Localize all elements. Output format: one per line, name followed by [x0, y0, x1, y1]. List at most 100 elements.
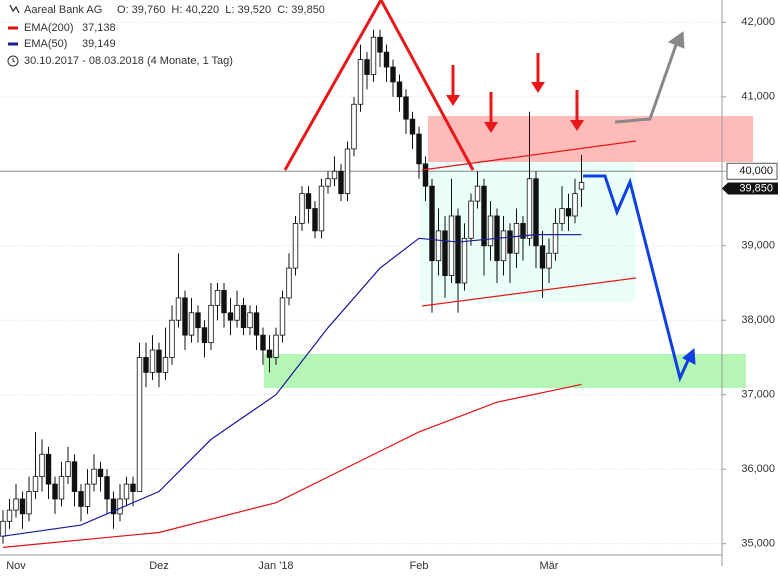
candle-body — [52, 483, 58, 500]
candle-body — [273, 334, 279, 358]
candle-body — [357, 59, 364, 105]
candle-body — [331, 170, 338, 180]
y-tick-label: 41,000 — [741, 91, 775, 103]
candle-body — [468, 200, 474, 239]
candle-body — [539, 245, 546, 269]
down-scenario — [583, 174, 692, 383]
candle-body — [305, 193, 312, 209]
candle-body — [390, 66, 396, 83]
price-line-label: 40,000 — [739, 165, 773, 177]
candle-body — [572, 193, 578, 217]
candle-body — [156, 349, 162, 373]
candle-body — [318, 185, 325, 232]
price-line-box — [726, 162, 778, 180]
y-tick-label: 37,000 — [741, 389, 775, 401]
candle-body — [78, 491, 84, 507]
legend-name: EMA(200) — [24, 22, 74, 34]
candle-body — [227, 312, 234, 321]
candle-body — [487, 215, 494, 247]
candle-body — [286, 267, 292, 299]
legend-value: 39,149 — [82, 38, 116, 50]
candle-body — [130, 483, 136, 492]
candle-body — [461, 237, 468, 284]
candle-body — [214, 290, 221, 306]
candle-body — [435, 230, 442, 262]
candle-body — [91, 468, 97, 485]
candle-body — [565, 208, 572, 217]
header: Aareal Bank AG O: 39,760 H: 40,220 L: 39… — [7, 4, 325, 67]
candle-body — [513, 223, 520, 254]
up-scenario — [614, 41, 679, 124]
candle-body — [13, 498, 19, 511]
candle-body — [312, 208, 318, 232]
candle-body — [546, 252, 552, 269]
candle-body — [19, 498, 26, 515]
candle-body — [182, 297, 188, 336]
candle-body — [364, 59, 370, 75]
candle-body — [351, 103, 357, 150]
x-tick-label: Jan '18 — [258, 560, 293, 572]
instrument-name: Aareal Bank AG — [24, 4, 102, 16]
candle-body — [396, 81, 403, 98]
candle-body — [279, 297, 286, 336]
candle-body — [45, 453, 52, 485]
candle-body — [247, 312, 253, 329]
ema-line — [2, 233, 582, 537]
candle-body — [266, 349, 273, 358]
channel-bottom — [421, 277, 637, 307]
candle-body — [162, 357, 169, 373]
x-tick-label: Feb — [410, 560, 429, 572]
down-arrowhead — [682, 347, 696, 365]
candle-body — [169, 319, 175, 358]
y-tick-label: 38,000 — [741, 314, 775, 326]
x-tick-label: Mär — [540, 560, 559, 572]
candle-body — [143, 357, 149, 373]
candle-body — [377, 36, 383, 53]
candle-body — [39, 453, 45, 478]
candle-body — [383, 51, 390, 68]
candle-body — [26, 491, 32, 515]
candle-body — [552, 223, 559, 254]
triangle-drawing — [283, 0, 475, 171]
channel-top — [421, 140, 637, 171]
candle-body — [260, 334, 266, 351]
candle-body — [520, 223, 526, 239]
candle-body — [71, 461, 78, 492]
legend-name: EMA(50) — [24, 38, 67, 50]
candle-body — [448, 215, 455, 276]
last-close-label: 39,850 — [739, 182, 773, 194]
drawings — [283, 0, 696, 383]
ema-line — [2, 383, 582, 548]
candle-body — [97, 468, 104, 478]
ohlc: O: 39,760 H: 40,220 L: 39,520 C: 39,850 — [117, 4, 325, 16]
candle-body — [58, 476, 65, 500]
candle-body — [416, 133, 422, 165]
candle-body — [325, 178, 331, 187]
y-tick-label: 36,000 — [741, 463, 775, 475]
y-tick-label: 35,000 — [741, 538, 775, 550]
candle-body — [299, 193, 305, 224]
candle-body — [240, 304, 247, 329]
candle-body — [578, 182, 585, 190]
candle-body — [533, 178, 539, 247]
support-zone — [264, 354, 746, 388]
candle-body — [149, 349, 156, 373]
candle-body — [234, 304, 240, 321]
candle-body — [526, 178, 533, 239]
candle-body — [188, 312, 195, 336]
down-arrows — [451, 53, 579, 125]
candle-body — [123, 483, 130, 500]
candle-body — [559, 208, 565, 224]
candle-body — [0, 520, 6, 537]
candle-body — [429, 185, 435, 262]
candle-body — [481, 185, 487, 247]
candle-body — [84, 483, 91, 507]
candle-body — [65, 461, 71, 478]
last-close-box — [722, 182, 778, 195]
candle-body — [175, 297, 182, 321]
candle-body — [409, 118, 416, 135]
candle-body — [201, 327, 208, 343]
legend-value: 37,138 — [82, 22, 116, 34]
x-tick-label: Nov — [6, 560, 26, 572]
